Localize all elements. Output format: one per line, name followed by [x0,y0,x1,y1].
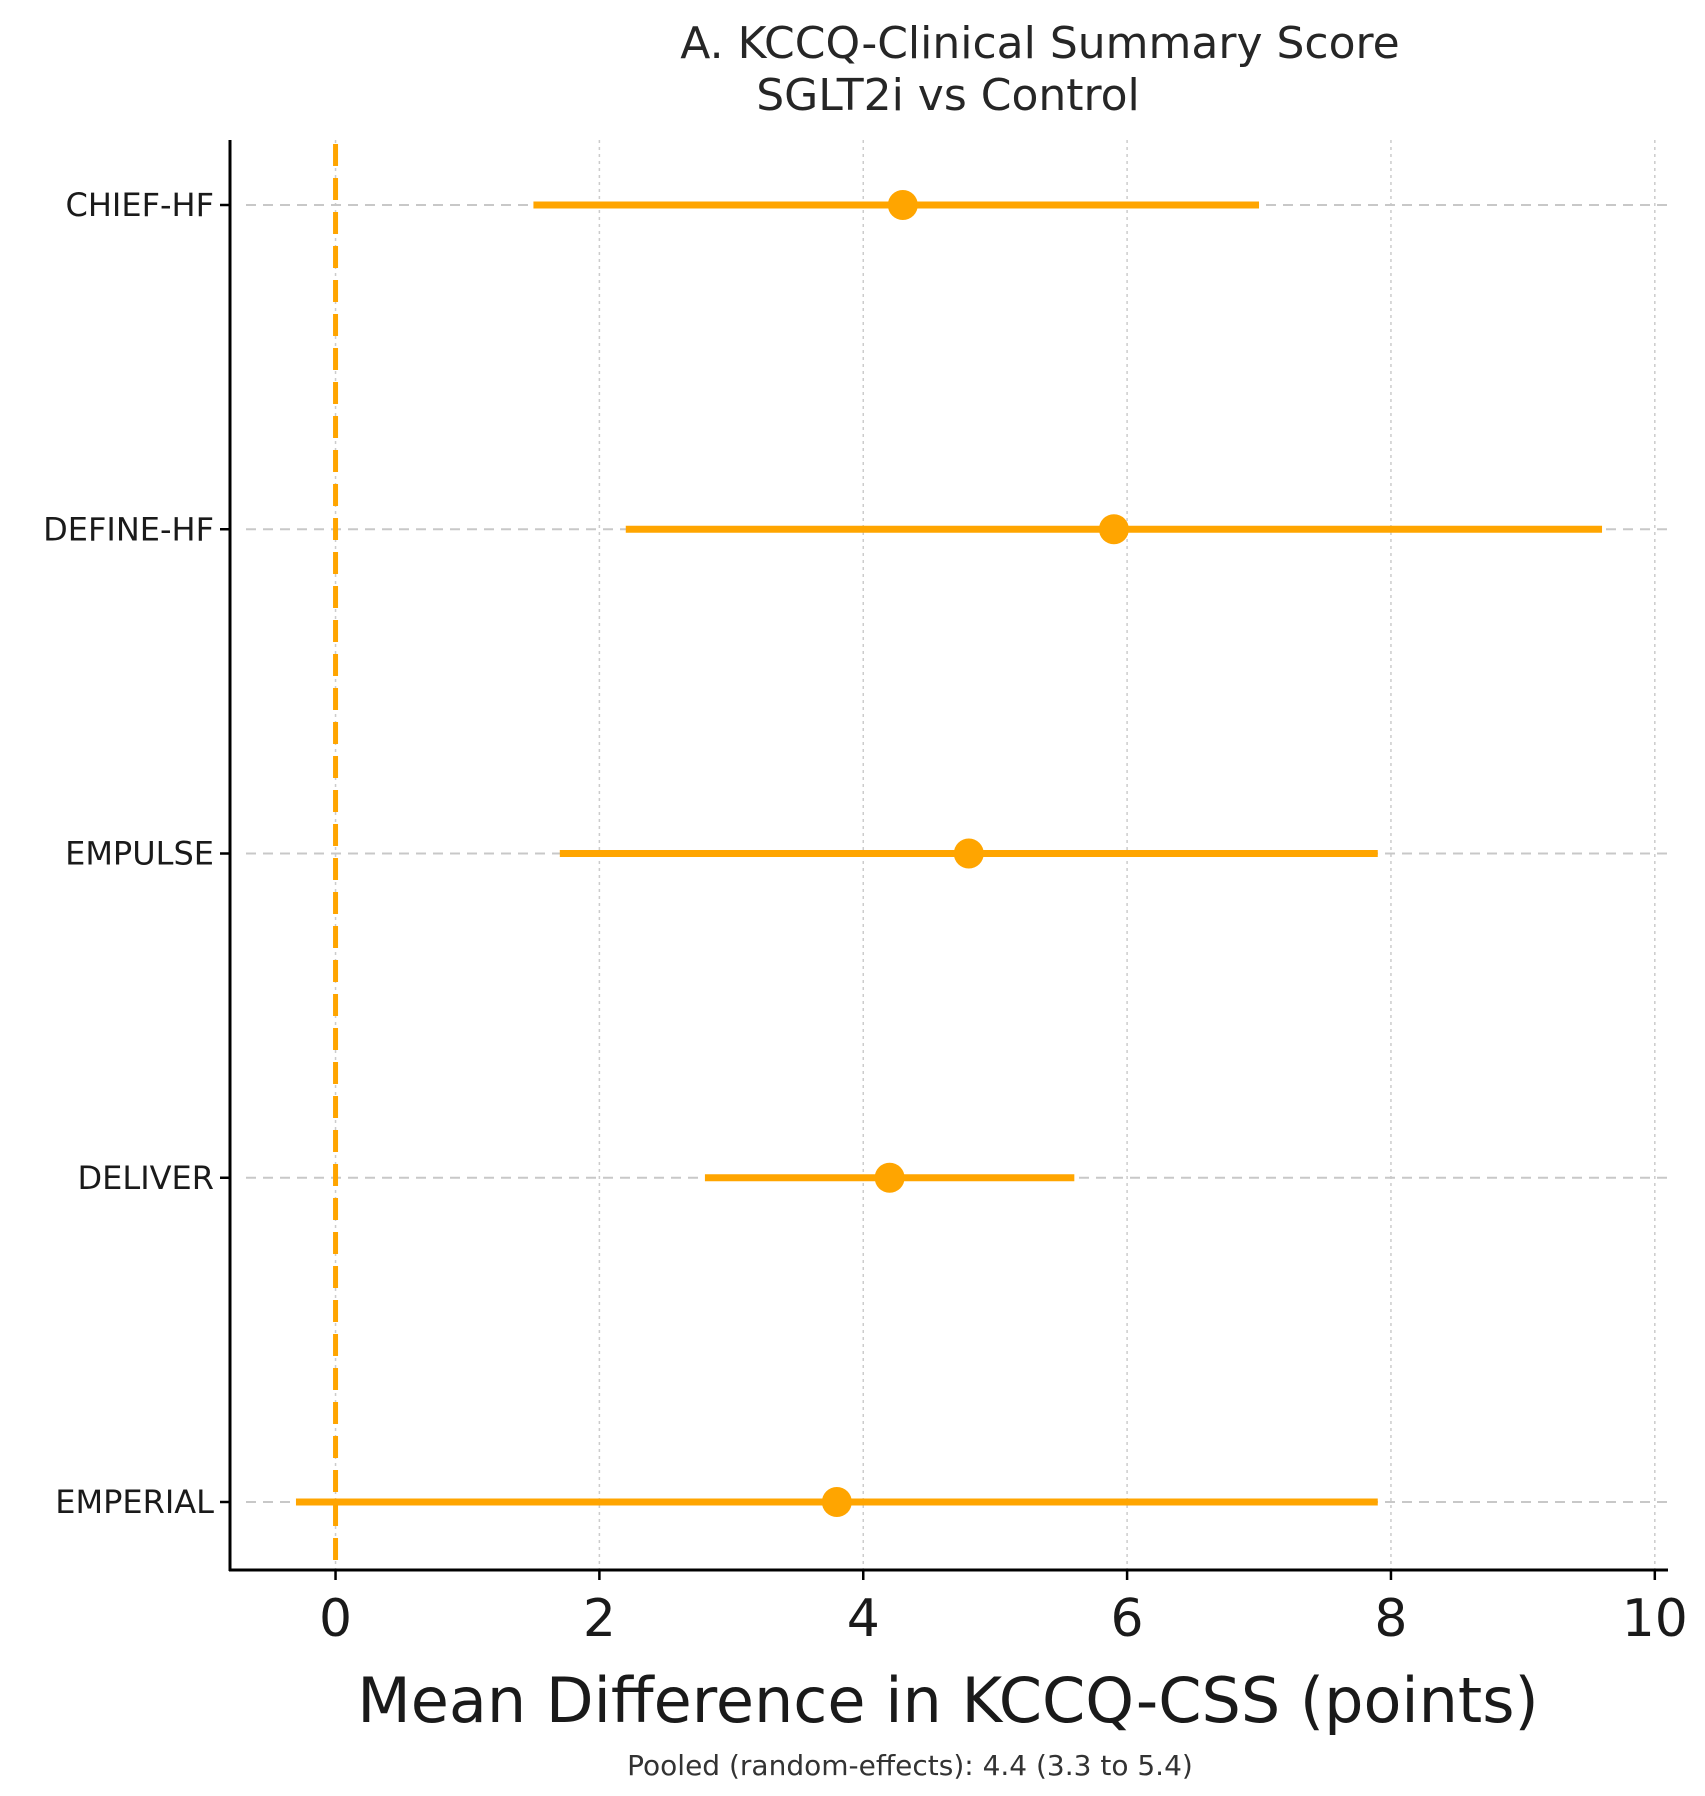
point-estimate-marker [821,1487,852,1517]
point-estimate-marker [953,838,984,869]
x-tick-label: 0 [319,1589,352,1649]
x-axis-label: Mean Difference in KCCQ-CSS (points) [357,1664,1538,1737]
x-tick-label: 10 [1622,1589,1688,1649]
study-label: EMPULSE [65,835,214,873]
study-label: EMPERIAL [55,1483,214,1521]
point-estimate-marker [887,190,918,220]
study-label: DEFINE-HF [43,510,214,548]
axes-layer [220,140,1668,1580]
x-tick-label: 8 [1374,1589,1407,1649]
study-label: DELIVER [78,1159,214,1197]
study-label: CHIEF-HF [66,186,214,224]
point-estimate-marker [874,1162,905,1193]
chart-title-line1: A. KCCQ-Clinical Summary Score [680,18,1399,69]
x-tick-label: 2 [583,1589,616,1649]
marks-layer [295,190,1603,1517]
point-estimate-marker [1098,514,1129,545]
chart-title-line2: SGLT2i vs Control [756,70,1140,121]
pooled-footnote: Pooled (random-effects): 4.4 (3.3 to 5.4… [627,1749,1193,1782]
labels-layer: 0 2 4 6 8 10 CHIEF-HF DEFINE-HF EMPULSE DELIVER EM… [43,186,1688,1649]
x-tick-label: 6 [1111,1589,1144,1649]
x-tick-label: 4 [847,1589,880,1649]
